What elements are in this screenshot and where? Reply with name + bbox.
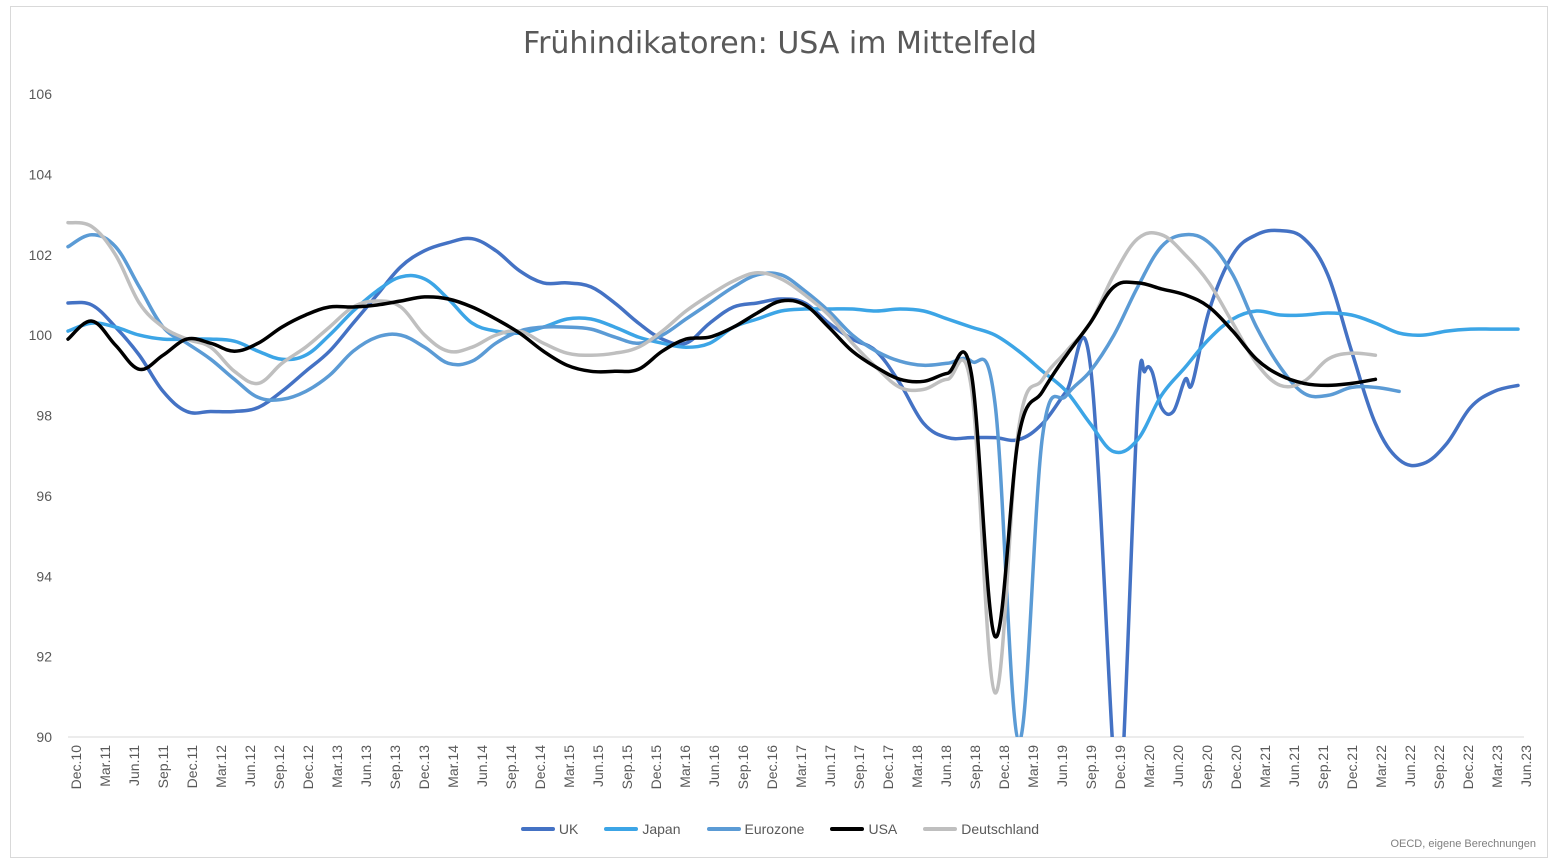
legend-label: Eurozone [744, 821, 805, 837]
x-tick-label: Mar.17 [793, 745, 809, 788]
y-tick-label: 102 [29, 247, 53, 263]
x-tick-label: Jun.22 [1402, 745, 1418, 787]
x-tick-label: Sep.22 [1431, 745, 1447, 790]
source-note: OECD, eigene Berechnungen [1390, 838, 1536, 850]
x-tick-label: Dec.15 [648, 745, 664, 790]
x-tick-label: Dec.11 [184, 745, 200, 789]
y-tick-label: 98 [36, 408, 52, 424]
x-tick-label: Dec.16 [764, 745, 780, 790]
x-tick-label: Mar.18 [909, 745, 925, 788]
legend-swatch [520, 827, 555, 831]
x-tick-label: Mar.15 [561, 745, 577, 788]
x-tick-label: Jun.12 [242, 745, 258, 787]
legend-swatch [706, 827, 741, 831]
legend-item-usa: USA [830, 821, 897, 837]
legend-label: Deutschland [961, 821, 1040, 837]
legend-item-uk: UK [520, 821, 579, 837]
x-tick-label: Dec.13 [416, 745, 432, 790]
y-tick-label: 92 [36, 649, 52, 665]
x-tick-label: Jun.21 [1286, 745, 1302, 787]
x-tick-label: Mar.20 [1141, 745, 1157, 788]
legend-item-deutschland: Deutschland [923, 821, 1039, 837]
y-tick-label: 100 [29, 327, 53, 343]
series-line-japan [66, 273, 1520, 455]
series-line-uk [66, 228, 1520, 737]
x-tick-label: Jun.15 [590, 745, 606, 787]
legend-swatch [604, 827, 639, 831]
x-tick-label: Sep.16 [735, 745, 751, 790]
legend-label: USA [868, 821, 898, 837]
x-tick-label: Mar.13 [329, 745, 345, 788]
series-line-eurozone [66, 232, 1401, 737]
series-line-deutschland [66, 220, 1378, 695]
series-layer [66, 220, 1520, 737]
x-tick-label: Mar.23 [1489, 745, 1505, 788]
x-tick-label: Sep.18 [967, 745, 983, 790]
y-tick-label: 96 [36, 488, 52, 504]
x-tick-label: Sep.19 [1083, 745, 1099, 790]
x-tick-label: Jun.23 [1518, 745, 1534, 787]
x-tick-label: Dec.22 [1460, 745, 1476, 790]
x-tick-label: Dec.20 [1228, 745, 1244, 790]
x-tick-label: Dec.12 [300, 745, 316, 790]
x-tick-label: Sep.21 [1315, 745, 1331, 790]
x-tick-label: Jun.14 [474, 745, 490, 787]
x-tick-label: Jun.13 [358, 745, 374, 787]
y-tick-label: 104 [29, 166, 53, 182]
series-line-usa [66, 280, 1378, 639]
x-tick-label: Mar.21 [1257, 745, 1273, 788]
x-tick-label: Jun.20 [1170, 745, 1186, 787]
x-tick-label: Jun.18 [938, 745, 954, 787]
x-tick-label: Mar.19 [1025, 745, 1041, 788]
y-tick-label: 106 [29, 86, 53, 102]
x-axis: Dec.10 Mar.11 Jun.11 Sep.11 Dec.11 Mar.12 Jun.… [68, 736, 1534, 790]
x-tick-label: Dec.19 [1112, 745, 1128, 790]
y-tick-label: 90 [36, 729, 52, 745]
legend-swatch [923, 827, 958, 831]
y-tick-label: 94 [36, 568, 52, 584]
x-tick-label: Dec.18 [996, 745, 1012, 790]
y-axis: 90 92 94 96 98 100 102 104 106 [29, 86, 53, 745]
x-tick-label: Jun.16 [706, 745, 722, 787]
x-tick-label: Jun.17 [822, 745, 838, 787]
legend-label: Japan [642, 821, 681, 837]
legend-item-eurozone: Eurozone [706, 821, 805, 837]
x-tick-label: Dec.14 [532, 745, 548, 790]
x-tick-label: Sep.14 [503, 745, 519, 790]
x-tick-label: Mar.16 [677, 745, 693, 788]
x-tick-label: Mar.12 [213, 745, 229, 788]
x-tick-label: Jun.11 [126, 745, 142, 786]
x-tick-label: Sep.17 [851, 745, 867, 790]
legend-label: UK [558, 821, 579, 837]
x-tick-label: Jun.19 [1054, 745, 1070, 787]
x-tick-label: Mar.22 [1373, 745, 1389, 788]
legend-item-japan: Japan [604, 821, 681, 837]
chart-legend: UK Japan Eurozone USA Deutschland [0, 821, 1560, 837]
x-tick-label: Sep.12 [271, 745, 287, 790]
x-tick-label: Sep.11 [155, 745, 171, 789]
chart-frame [10, 6, 1548, 858]
x-tick-label: Sep.13 [387, 745, 403, 790]
x-tick-label: Mar.14 [445, 745, 461, 788]
x-tick-label: Mar.11 [97, 745, 113, 787]
chart-title: Frühindikatoren: USA im Mittelfeld [523, 26, 1037, 61]
x-tick-label: Dec.17 [880, 745, 896, 790]
x-tick-label: Sep.20 [1199, 745, 1215, 790]
x-tick-label: Dec.21 [1344, 745, 1360, 790]
x-tick-label: Dec.10 [68, 745, 84, 790]
legend-swatch [830, 827, 865, 831]
x-tick-label: Sep.15 [619, 745, 635, 790]
